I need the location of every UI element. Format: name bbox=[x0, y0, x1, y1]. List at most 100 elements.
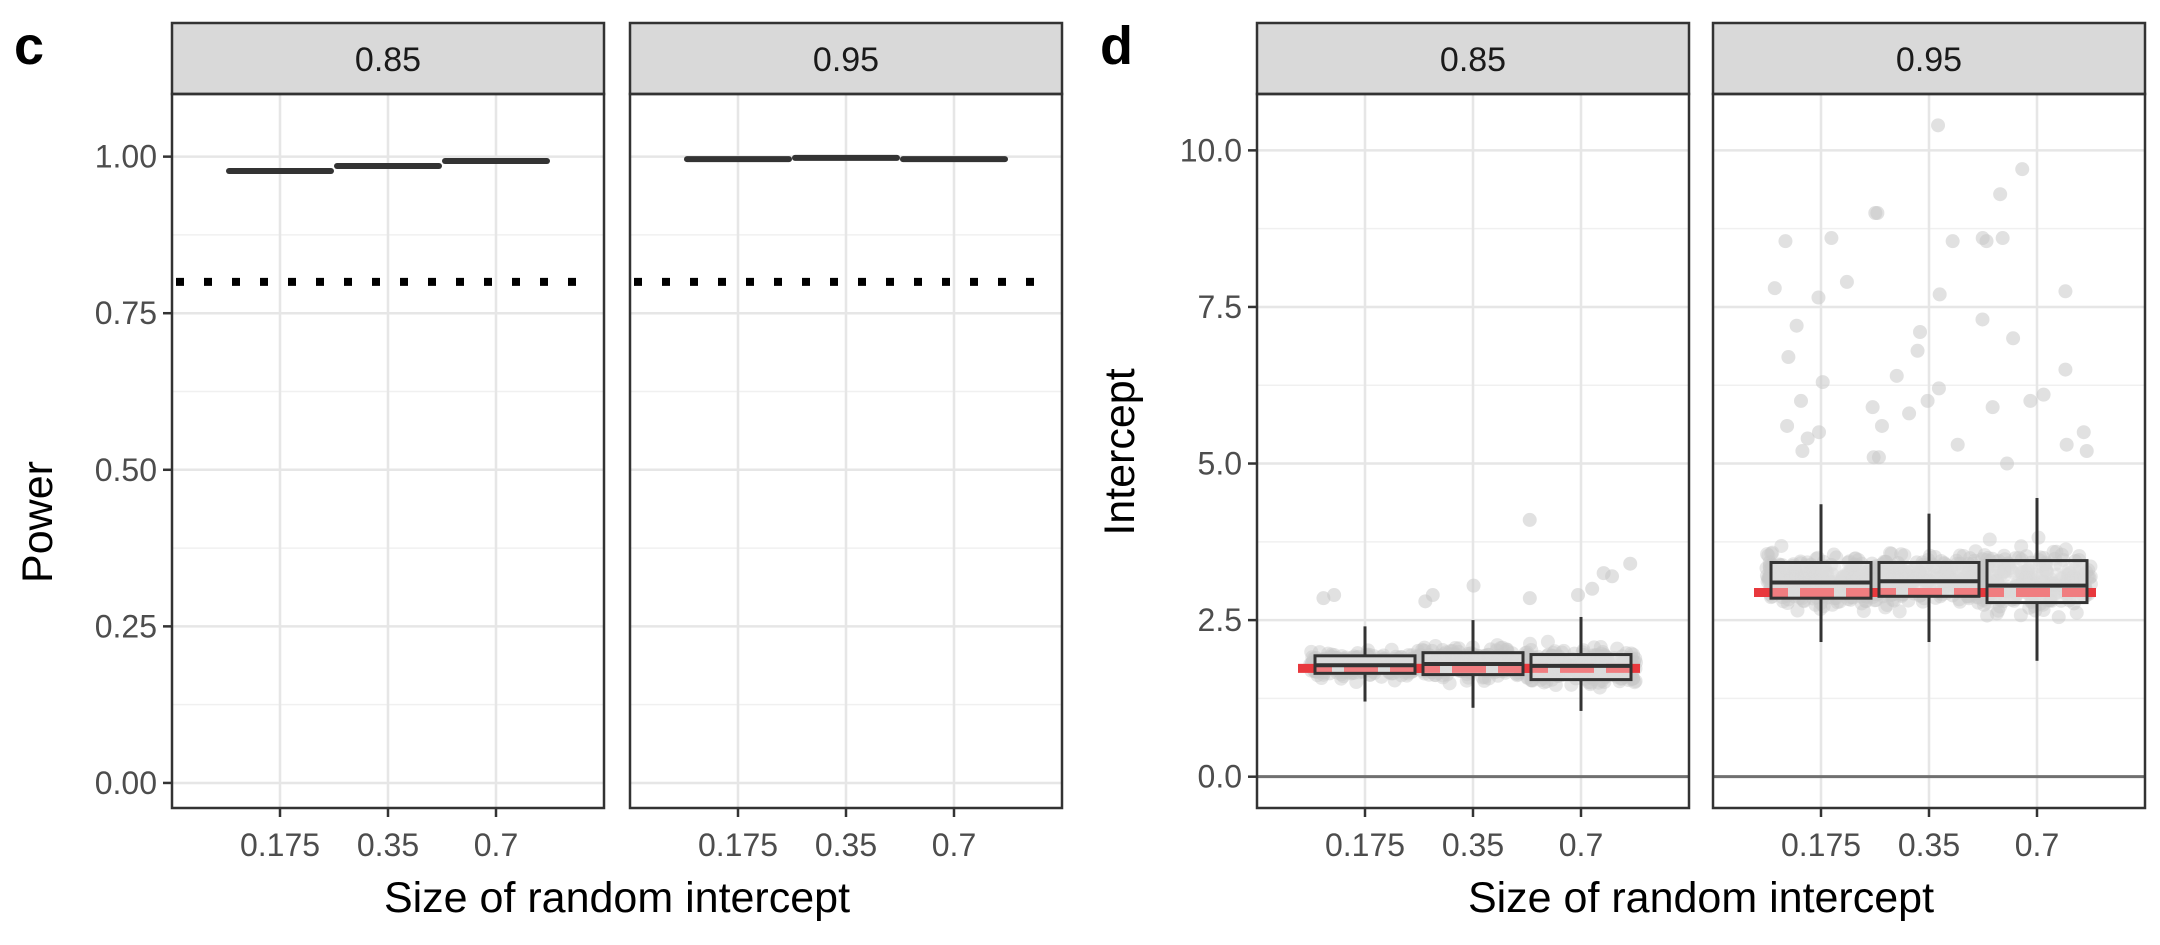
d-jitter-point bbox=[1761, 548, 1776, 563]
d-jitter-point bbox=[1882, 562, 1897, 577]
d-jitter-point bbox=[1334, 671, 1349, 686]
d-jitter-point bbox=[1928, 549, 1943, 564]
d-outlier-point bbox=[1815, 375, 1830, 390]
d-jitter-point bbox=[2048, 551, 2063, 566]
d-jitter-point bbox=[2035, 565, 2050, 580]
d-outlier-point bbox=[1767, 281, 1782, 296]
d-jitter-point bbox=[1772, 557, 1787, 572]
d-jitter-point bbox=[1956, 548, 1971, 563]
d-jitter-point bbox=[2020, 563, 2035, 578]
d-jitter-point bbox=[2039, 564, 2054, 579]
d-jitter-point bbox=[1938, 564, 1953, 579]
d-jitter-point bbox=[1425, 643, 1440, 658]
d-jitter-point bbox=[2055, 571, 2070, 586]
d-jitter-point bbox=[1818, 564, 1833, 579]
d-jitter-point bbox=[1764, 546, 1779, 561]
d-jitter-point bbox=[1883, 546, 1898, 561]
d-jitter-point bbox=[2044, 593, 2059, 608]
c-strip-label: 0.95 bbox=[813, 41, 879, 79]
c-y-tick-label: 0.75 bbox=[95, 295, 157, 331]
d-jitter-point bbox=[1490, 638, 1505, 653]
d-outlier-point bbox=[2076, 425, 2091, 440]
d-outlier-point bbox=[1800, 431, 1815, 446]
d-jitter-point bbox=[1825, 597, 1840, 612]
d-jitter-point bbox=[1988, 568, 2003, 583]
d-jitter-point bbox=[1897, 567, 1912, 582]
d-jitter-point bbox=[1495, 651, 1510, 666]
d-jitter-point bbox=[2015, 569, 2030, 584]
d-outlier-point bbox=[1522, 512, 1537, 527]
d-jitter-point bbox=[1977, 548, 1992, 563]
d-jitter-point bbox=[2038, 555, 2053, 570]
d-jitter-point bbox=[1848, 557, 1863, 572]
c-x-tick-label: 0.35 bbox=[815, 827, 877, 863]
d-panel-border bbox=[1255, 92, 1691, 810]
d-jitter-point bbox=[1482, 651, 1497, 666]
d-jitter-point bbox=[1787, 560, 1802, 575]
d-jitter-point bbox=[1443, 650, 1458, 665]
d-jitter-point bbox=[1428, 638, 1443, 653]
d-jitter-point bbox=[1827, 560, 1842, 575]
d-jitter-point bbox=[1765, 545, 1780, 560]
d-jitter-point bbox=[1950, 560, 1965, 575]
panel-c-label: c bbox=[14, 16, 44, 76]
d-jitter-point bbox=[1442, 676, 1457, 691]
d-jitter-point bbox=[1387, 673, 1402, 688]
d-jitter-point bbox=[1991, 563, 2006, 578]
d-jitter-point bbox=[1776, 567, 1791, 582]
d-jitter-point bbox=[1938, 563, 1953, 578]
d-jitter-point bbox=[1814, 568, 1829, 583]
d-jitter-point bbox=[1769, 567, 1784, 582]
d-jitter-point bbox=[1881, 567, 1896, 582]
d-jitter-point bbox=[1778, 561, 1793, 576]
d-jitter-point bbox=[1539, 649, 1554, 664]
c-y-tick-label: 0.00 bbox=[95, 765, 157, 801]
d-jitter-point bbox=[2058, 542, 2073, 557]
d-outlier-point bbox=[1327, 588, 1342, 603]
d-outlier-point bbox=[2023, 393, 2038, 408]
d-jitter-point bbox=[1897, 564, 1912, 579]
d-outlier-point bbox=[1812, 425, 1827, 440]
d-jitter-point bbox=[1792, 562, 1807, 577]
d-outlier-point bbox=[1931, 118, 1946, 133]
d-jitter-point bbox=[2047, 586, 2062, 601]
d-jitter-point bbox=[2054, 571, 2069, 586]
d-jitter-point bbox=[1765, 560, 1780, 575]
d-outlier-point bbox=[1868, 206, 1883, 220]
d-jitter-point bbox=[1784, 568, 1799, 583]
d-jitter-point bbox=[2029, 593, 2044, 608]
d-jitter-point bbox=[1788, 584, 1803, 599]
d-jitter-point bbox=[1945, 560, 1960, 575]
d-jitter-point bbox=[1912, 565, 1927, 580]
d-jitter-point bbox=[1548, 677, 1563, 692]
d-jitter-point bbox=[1579, 652, 1594, 667]
d-jitter-point bbox=[1839, 569, 1854, 584]
d-jitter-point bbox=[2054, 593, 2069, 608]
d-outlier-point bbox=[2079, 444, 2094, 458]
d-jitter-point bbox=[1840, 567, 1855, 582]
d-jitter-point bbox=[1900, 564, 1915, 579]
d-outlier-point bbox=[1795, 444, 1810, 458]
d-jitter-point bbox=[2018, 564, 2033, 579]
d-outlier-point bbox=[1793, 393, 1808, 408]
d-jitter-point bbox=[1853, 563, 1868, 578]
d-jitter-point bbox=[1384, 642, 1399, 657]
d-jitter-point bbox=[2073, 562, 2088, 577]
d-jitter-point bbox=[1523, 636, 1538, 651]
d-jitter-point bbox=[1762, 574, 1777, 589]
d-jitter-point bbox=[1448, 651, 1463, 666]
c-x-tick-label: 0.175 bbox=[698, 827, 778, 863]
d-outlier-point bbox=[1789, 318, 1804, 333]
d-jitter-point bbox=[1918, 567, 1933, 582]
d-outlier-point bbox=[1865, 400, 1880, 415]
d-jitter-point bbox=[1806, 562, 1821, 577]
d-jitter-point bbox=[1548, 665, 1563, 680]
c-x-axis-title: Size of random intercept bbox=[384, 874, 850, 922]
d-jitter-point bbox=[2028, 603, 2043, 618]
d-y-tick-label: 10.0 bbox=[1180, 132, 1242, 168]
d-jitter-point bbox=[1894, 565, 1909, 580]
d-jitter-point bbox=[1880, 598, 1895, 613]
d-jitter-point bbox=[1951, 565, 1966, 580]
d-jitter-point bbox=[2027, 570, 2042, 585]
d-outlier-point bbox=[2015, 162, 2030, 177]
